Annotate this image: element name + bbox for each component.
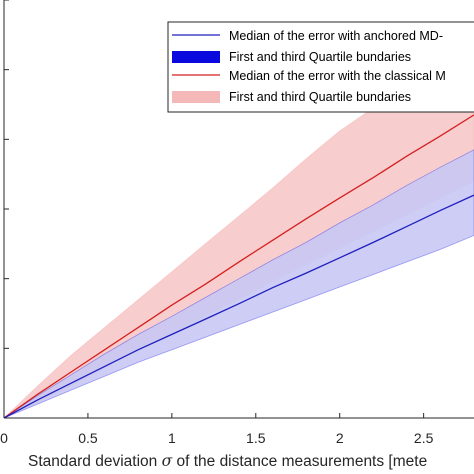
x-tick-label: 1.5 bbox=[246, 430, 266, 446]
x-tick-label: 0 bbox=[0, 430, 8, 446]
quartile-band-blue bbox=[3, 149, 474, 419]
legend: Median of the error with anchored MD- Fi… bbox=[167, 21, 474, 113]
median-lines bbox=[3, 114, 474, 419]
legend-swatch-blue-band bbox=[172, 51, 220, 63]
legend-label-blue-median: Median of the error with anchored MD- bbox=[229, 29, 443, 43]
x-tick-label: 1 bbox=[168, 430, 176, 446]
x-tick-label: 2.5 bbox=[414, 430, 434, 446]
x-tick-label: 2 bbox=[336, 430, 344, 446]
median-line-blue bbox=[3, 194, 474, 419]
x-axis-label: Standard deviation σ of the distance mea… bbox=[28, 452, 427, 470]
y-ticks bbox=[4, 0, 9, 349]
median-line-red bbox=[3, 114, 474, 419]
legend-label-red-band: First and third Quartile bundaries bbox=[229, 90, 411, 104]
legend-label-blue-band: First and third Quartile bundaries bbox=[229, 50, 411, 64]
x-ticks: 0 0.5 1 1.5 2 2.5 bbox=[0, 413, 434, 446]
quartile-bands bbox=[3, 34, 474, 419]
legend-swatch-red-band bbox=[172, 91, 220, 103]
x-tick-label: 0.5 bbox=[78, 430, 98, 446]
legend-label-red-median: Median of the error with the classical M bbox=[229, 69, 446, 83]
